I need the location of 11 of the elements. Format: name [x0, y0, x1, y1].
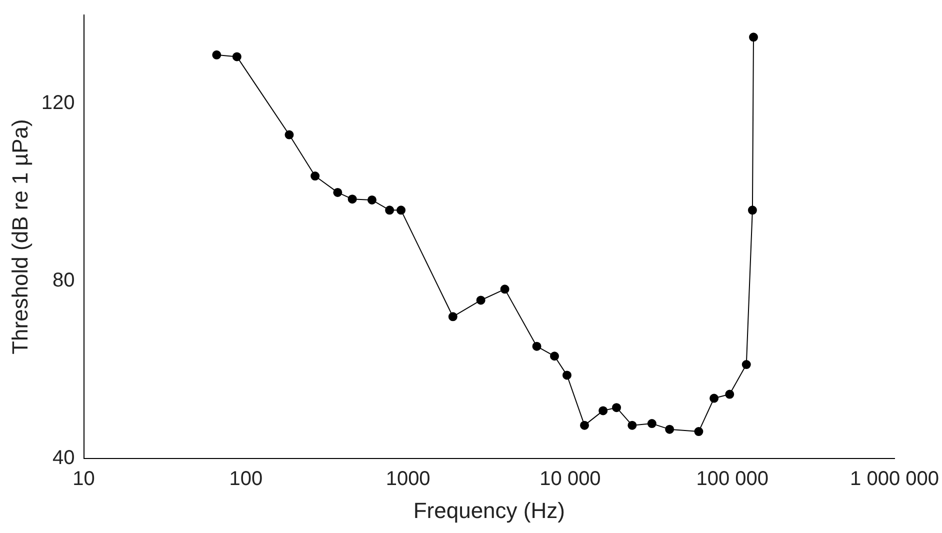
y-tick-label: 40	[52, 447, 75, 470]
x-axis-title: Frequency (Hz)	[413, 498, 565, 523]
x-tick-label: 100 000	[696, 468, 769, 490]
y-tick-label: 120	[41, 92, 75, 114]
x-tick-label: 10 000	[540, 468, 601, 490]
x-tick-label: 1000	[386, 468, 430, 490]
y-axis-title: Threshold (dB re 1 µPa)	[7, 119, 32, 354]
x-tick-label: 10	[72, 468, 95, 490]
x-tick-label: 100	[229, 468, 263, 490]
y-tick-label: 80	[52, 270, 75, 292]
x-tick-label: 1 000 000	[850, 468, 940, 490]
